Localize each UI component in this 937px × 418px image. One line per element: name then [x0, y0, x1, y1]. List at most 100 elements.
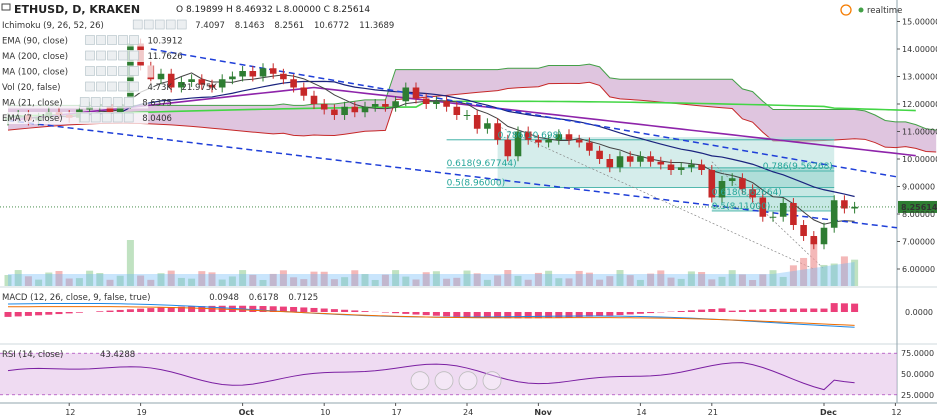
candle[interactable] [555, 129, 563, 145]
candle[interactable] [157, 68, 165, 85]
candle[interactable] [331, 104, 338, 120]
legend-settings-icon[interactable] [85, 66, 95, 76]
indicator-legend-row[interactable]: EMA (90, close) 10.3912 [0, 34, 183, 47]
candle[interactable] [167, 68, 175, 93]
legend-settings-icon[interactable] [90, 112, 101, 123]
candle[interactable] [708, 165, 716, 203]
candle[interactable] [637, 151, 644, 167]
chart-nav-button[interactable] [434, 371, 454, 391]
legend-settings-icon[interactable] [96, 81, 106, 92]
candle[interactable] [616, 151, 624, 173]
indicator-legend-row[interactable]: Ichimoku (9, 26, 52, 26) 7.4097 8.1463 8.25… [0, 19, 394, 31]
candle[interactable] [739, 173, 746, 195]
indicator-legend-row[interactable]: MA (100, close) [0, 65, 154, 78]
chart-nav-button[interactable] [458, 371, 478, 391]
candle[interactable] [198, 74, 206, 90]
chart-nav-button[interactable] [410, 371, 430, 391]
candle[interactable] [524, 126, 532, 145]
candle[interactable] [453, 101, 461, 120]
indicator-legend-row[interactable]: EMA (7, close) 8.0406 [0, 112, 172, 124]
legend-settings-icon[interactable] [129, 66, 139, 76]
candle[interactable] [494, 118, 501, 145]
legend-settings-icon[interactable] [132, 19, 143, 30]
candle[interactable] [790, 198, 797, 230]
legend-settings-icon[interactable] [107, 81, 117, 92]
candle[interactable] [188, 74, 195, 87]
candle[interactable] [769, 211, 777, 222]
candle[interactable] [728, 173, 736, 186]
legend-settings-icon[interactable] [90, 97, 101, 107]
legend-settings-icon[interactable] [165, 19, 176, 30]
candle[interactable] [606, 154, 614, 173]
candle[interactable] [310, 90, 318, 109]
legend-settings-icon[interactable] [123, 97, 134, 107]
candle[interactable] [249, 66, 257, 82]
candle[interactable] [667, 159, 675, 175]
candle[interactable] [269, 63, 277, 79]
candle[interactable] [565, 129, 573, 145]
legend-settings-icon[interactable] [112, 97, 123, 107]
candle[interactable] [259, 63, 267, 82]
indicator-legend-row[interactable]: Vol (20, false) 4.73K 21.975K [0, 81, 217, 93]
candle[interactable] [371, 99, 379, 112]
legend-settings-icon[interactable] [143, 19, 154, 30]
candle[interactable] [463, 110, 471, 120]
candle[interactable] [320, 99, 328, 115]
candle[interactable] [484, 118, 491, 134]
candle[interactable] [341, 101, 348, 120]
legend-settings-icon[interactable] [118, 50, 128, 61]
candle[interactable] [361, 101, 369, 118]
legend-settings-icon[interactable] [118, 35, 128, 45]
legend-settings-icon[interactable] [107, 35, 117, 45]
candle[interactable] [677, 162, 685, 175]
candle[interactable] [779, 198, 787, 222]
candle[interactable] [382, 99, 389, 112]
candle[interactable] [545, 134, 552, 148]
candle[interactable] [657, 156, 665, 170]
legend-settings-icon[interactable] [154, 19, 165, 30]
legend-settings-icon[interactable] [107, 66, 117, 76]
legend-settings-icon[interactable] [101, 112, 112, 123]
chart-nav-button[interactable] [482, 371, 502, 391]
candle[interactable] [300, 82, 308, 101]
candle[interactable] [749, 184, 756, 203]
candle[interactable] [688, 159, 695, 173]
candle[interactable] [280, 68, 287, 85]
legend-settings-icon[interactable] [79, 112, 90, 123]
candle[interactable] [443, 96, 450, 112]
candle[interactable] [178, 77, 185, 93]
candle[interactable] [514, 126, 522, 162]
legend-settings-icon[interactable] [101, 97, 112, 107]
candle[interactable] [830, 195, 838, 233]
candle[interactable] [851, 201, 858, 214]
legend-settings-icon[interactable] [176, 19, 187, 30]
legend-settings-icon[interactable] [118, 81, 128, 92]
candle[interactable] [647, 151, 654, 167]
legend-settings-icon[interactable] [85, 35, 95, 45]
legend-settings-icon[interactable] [96, 50, 106, 61]
candle[interactable] [208, 79, 216, 93]
legend-settings-icon[interactable] [118, 66, 128, 76]
candle[interactable] [504, 134, 512, 162]
legend-settings-icon[interactable] [129, 35, 139, 45]
indicator-legend-row[interactable]: MA (200, close) 11.7626 [0, 50, 183, 62]
candle[interactable] [412, 82, 420, 104]
candle[interactable] [229, 71, 236, 85]
candle[interactable] [422, 93, 430, 109]
legend-settings-icon[interactable] [85, 50, 95, 61]
legend-settings-icon[interactable] [96, 35, 106, 45]
candle[interactable] [575, 134, 583, 148]
candle[interactable] [239, 66, 246, 82]
candle[interactable] [810, 231, 818, 250]
candle[interactable] [626, 151, 634, 167]
candle[interactable] [218, 74, 226, 93]
alert-icon[interactable] [840, 4, 852, 16]
candle[interactable] [433, 96, 440, 109]
legend-settings-icon[interactable] [79, 97, 90, 107]
candle[interactable] [596, 145, 603, 164]
candle[interactable] [820, 222, 828, 250]
candle[interactable] [841, 195, 848, 214]
indicator-legend-row[interactable]: MA (21, close) 8.6375 [0, 96, 172, 109]
candle[interactable] [718, 176, 726, 203]
